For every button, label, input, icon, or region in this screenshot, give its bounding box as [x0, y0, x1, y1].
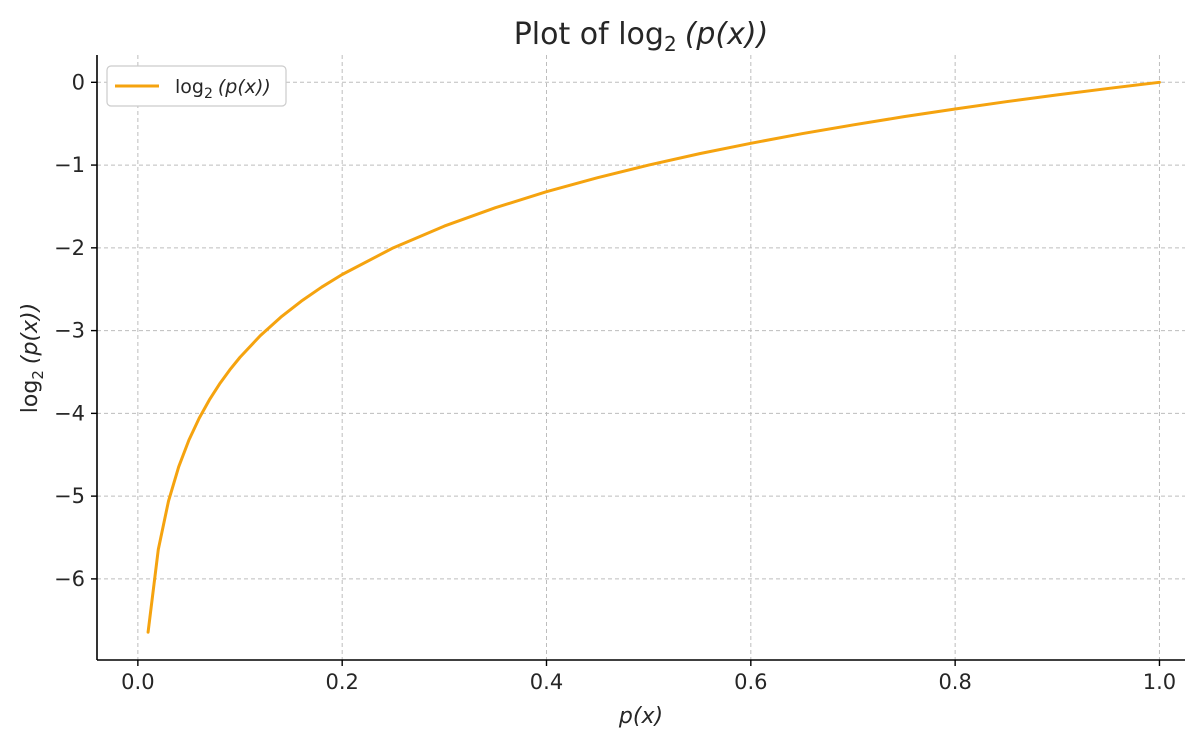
y-tick-label: −3	[54, 319, 85, 343]
x-tick-label: 0.4	[530, 670, 563, 694]
axes	[96, 55, 1185, 661]
y-tick-label: −4	[54, 401, 85, 425]
x-tick-label: 0.2	[325, 670, 358, 694]
x-tick-label: 1.0	[1143, 670, 1176, 694]
legend: log2 (p(x))	[106, 65, 287, 107]
grid	[97, 55, 1185, 660]
y-tick-label: −6	[54, 567, 85, 591]
y-tick-label: 0	[72, 70, 85, 94]
x-tick-label: 0.8	[938, 670, 971, 694]
x-axis-label: p(x)	[618, 704, 663, 729]
tick-labels: 0.0 0.2 0.4 0.6 0.8 1.0 0 −1 −2 −3 −4 −5 −6	[54, 70, 1176, 694]
chart-title: Plot of log2 (p(x))	[514, 17, 769, 56]
x-tick-label: 0.0	[121, 670, 154, 694]
x-tick-label: 0.6	[734, 670, 767, 694]
legend-label: log2 (p(x))	[175, 76, 271, 102]
y-tick-label: −5	[54, 484, 85, 508]
series-layer	[146, 80, 1161, 634]
y-axis-label: log2(p(x))	[18, 303, 47, 413]
y-tick-label: −2	[54, 236, 85, 260]
series-line	[146, 80, 1161, 634]
y-tick-label: −1	[54, 153, 85, 177]
legend-box	[106, 65, 287, 107]
